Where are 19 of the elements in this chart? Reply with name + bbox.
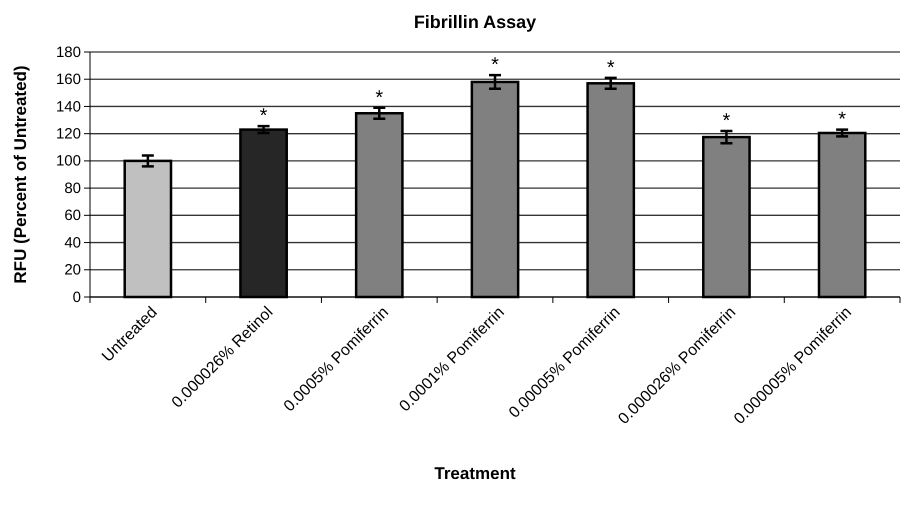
y-tick-label: 60 (64, 207, 81, 224)
annotation: * (375, 86, 384, 109)
annotation: * (838, 108, 846, 131)
annotation: * (260, 105, 268, 128)
y-tick-label: 160 (56, 71, 81, 88)
chart-title: Fibrillin Assay (414, 12, 536, 32)
annotation: * (491, 54, 500, 76)
y-tick-label: 20 (64, 262, 81, 279)
y-tick-label: 80 (64, 180, 81, 197)
y-tick-label: 120 (56, 125, 81, 142)
y-tick-label: 40 (64, 234, 81, 252)
y-tick-label: 0 (72, 288, 81, 306)
y-tick-label: 180 (56, 44, 81, 61)
y-axis-title: RFU (Percent of Untreated) (11, 65, 30, 284)
y-tick-label: 100 (56, 152, 81, 170)
x-axis-title: Treatment (434, 464, 516, 483)
y-tick-label: 140 (56, 98, 81, 116)
annotation: * (722, 110, 731, 132)
annotation: * (606, 56, 615, 79)
